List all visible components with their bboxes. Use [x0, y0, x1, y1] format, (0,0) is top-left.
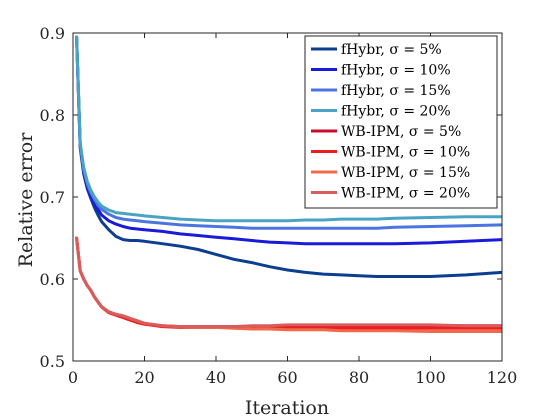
legend-label-2: fHybr, σ = 10%	[341, 63, 451, 79]
x-tick-label: 20	[134, 368, 154, 387]
series-line-4	[75, 35, 502, 223]
x-tick-label: 60	[277, 368, 297, 387]
legend-label-7: WB-IPM, σ = 15%	[341, 165, 470, 181]
legend-label-1: fHybr, σ = 5%	[341, 42, 442, 58]
x-tick-label: 0	[68, 368, 78, 387]
y-tick-label: 0.7	[40, 188, 65, 207]
x-tick-label: 100	[415, 368, 446, 387]
series-lines	[75, 35, 502, 333]
x-tick-label: 40	[206, 368, 226, 387]
ticks: 0 20 40 60 80 100 120 0.5 0.6 0.7 0.8 0.9	[40, 24, 518, 387]
series-line-8	[75, 236, 502, 329]
y-tick-label: 0.6	[40, 270, 65, 289]
legend-label-4: fHybr, σ = 20%	[341, 104, 451, 120]
legend: fHybr, σ = 5% fHybr, σ = 10% fHybr, σ = 15…	[304, 35, 498, 209]
legend-box	[304, 35, 498, 209]
x-tick-label: 80	[349, 368, 369, 387]
legend-label-8: WB-IPM, σ = 20%	[341, 186, 470, 202]
y-tick-label: 0.8	[40, 106, 65, 125]
legend-label-5: WB-IPM, σ = 5%	[341, 124, 461, 140]
series-line-1	[75, 35, 502, 278]
y-tick-label: 0.5	[40, 352, 65, 371]
legend-label-6: WB-IPM, σ = 10%	[341, 145, 470, 161]
y-tick-label: 0.9	[40, 24, 65, 43]
x-axis-label: Iteration	[245, 397, 329, 419]
x-tick-label: 120	[487, 368, 518, 387]
legend-label-3: fHybr, σ = 15%	[341, 83, 451, 99]
y-axis-label: Relative error	[15, 132, 37, 268]
series-line-2	[75, 35, 502, 246]
